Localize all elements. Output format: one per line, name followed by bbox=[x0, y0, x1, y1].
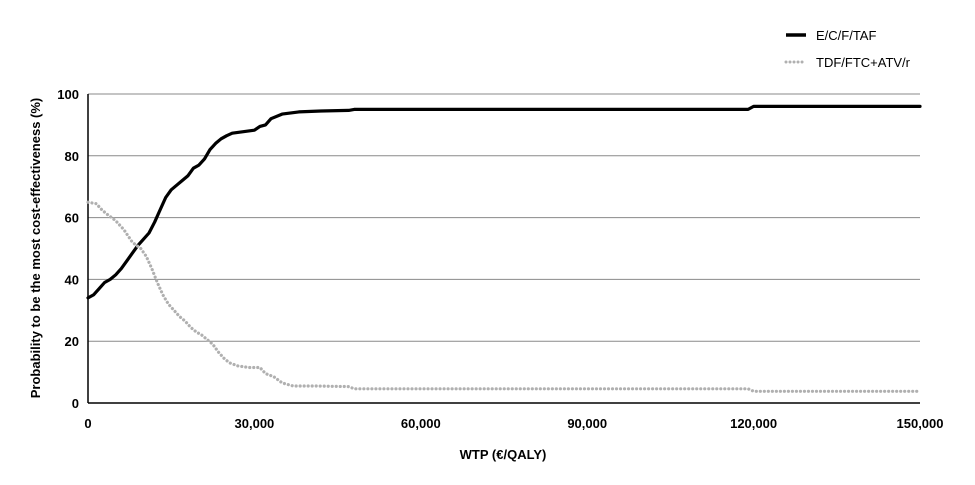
y-axis-title: Probability to be the most cost-effectiv… bbox=[28, 98, 43, 399]
y-tick-label: 100 bbox=[57, 87, 79, 102]
y-tick-label: 40 bbox=[65, 272, 79, 287]
x-tick-label: 30,000 bbox=[235, 416, 275, 431]
y-tick-label: 80 bbox=[65, 149, 79, 164]
x-tick-label: 0 bbox=[84, 416, 91, 431]
series-lines bbox=[86, 104, 922, 393]
y-tick-label: 20 bbox=[65, 334, 79, 349]
legend-label-1: E/C/F/TAF bbox=[816, 28, 876, 43]
y-tick-labels: 0 20 40 60 80 100 bbox=[57, 87, 79, 411]
legend-label-2: TDF/FTC+ATV/r bbox=[816, 55, 911, 70]
x-tick-label: 150,000 bbox=[897, 416, 944, 431]
y-tick-label: 0 bbox=[72, 396, 79, 411]
axes bbox=[87, 94, 920, 404]
series-line-1 bbox=[86, 104, 922, 300]
x-tick-label: 120,000 bbox=[730, 416, 777, 431]
y-tick-label: 60 bbox=[65, 211, 79, 226]
x-tick-labels: 0 30,000 60,000 90,000 120,000 150,000 bbox=[84, 416, 943, 431]
gridlines bbox=[88, 93, 920, 342]
x-tick-label: 90,000 bbox=[567, 416, 607, 431]
x-axis-title: WTP (€/QALY) bbox=[460, 447, 547, 462]
legend: E/C/F/TAF TDF/FTC+ATV/r bbox=[784, 28, 911, 70]
x-tick-label: 60,000 bbox=[401, 416, 441, 431]
series-line-2 bbox=[86, 200, 922, 393]
